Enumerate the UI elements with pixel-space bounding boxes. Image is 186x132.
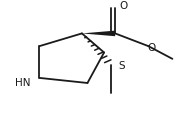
Text: O: O [120,1,128,11]
Text: S: S [118,61,125,71]
Text: HN: HN [15,78,31,88]
Text: O: O [147,43,156,53]
Polygon shape [82,31,115,36]
